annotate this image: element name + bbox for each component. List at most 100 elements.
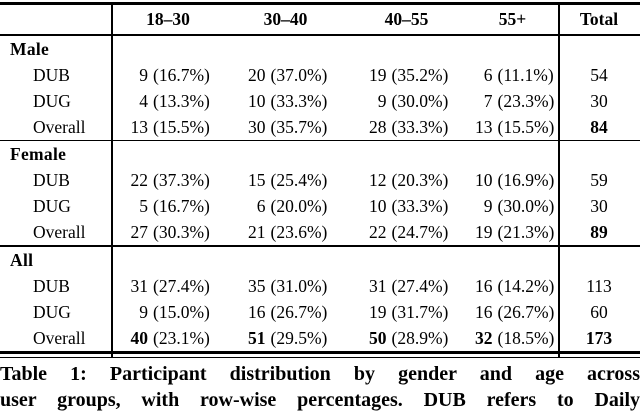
cell-percent: (14.2%) bbox=[497, 275, 555, 296]
cell-count: 4 bbox=[139, 90, 148, 111]
cell-percent: (24.7%) bbox=[391, 222, 449, 243]
empty-cell bbox=[111, 141, 225, 167]
cell-count: 13 bbox=[475, 116, 493, 137]
data-cell: 51 (29.5%) bbox=[225, 325, 346, 351]
cell-count: 13 bbox=[130, 116, 149, 137]
row-label: DUB bbox=[33, 170, 70, 191]
cell-count: 35 bbox=[248, 275, 266, 296]
data-cell: 19 (35.2%) bbox=[346, 62, 467, 88]
cell-count: 9 bbox=[139, 301, 148, 322]
row-total: 173 bbox=[585, 327, 613, 348]
table-row-female-overall: Overall 27 (30.3%) 21 (23.6%) 22 (24.7%) 19 (21.… bbox=[0, 219, 640, 245]
table-vertical-rule-right bbox=[558, 2, 560, 358]
cell-percent: (33.3%) bbox=[391, 196, 449, 217]
cell-count: 16 bbox=[248, 301, 266, 322]
cell-count: 9 bbox=[377, 90, 387, 111]
cell-count: 19 bbox=[369, 64, 387, 85]
data-cell: 50 (28.9%) bbox=[346, 325, 467, 351]
cell-count: 31 bbox=[130, 275, 149, 296]
table-row-all-overall: Overall 40 (23.1%) 51 (29.5%) 50 (28.9%) 32 (18.… bbox=[0, 325, 640, 351]
header-total: Total bbox=[579, 9, 619, 29]
cell-count: 16 bbox=[475, 275, 493, 296]
participant-table: 18–30 30–40 40–55 55+ Total Male DUB 9 (16.… bbox=[0, 2, 640, 359]
cell-percent: (23.3%) bbox=[497, 90, 555, 111]
cell-percent: (29.5%) bbox=[270, 327, 328, 348]
table-caption: Table 1: Participant distribution by gen… bbox=[0, 361, 640, 413]
table-row-male-dug: DUG 4 (13.3%) 10 (33.3%) 9 (30.0%) 7 (23.3%) 30 bbox=[0, 88, 640, 114]
cell-count: 16 bbox=[475, 301, 493, 322]
empty-cell bbox=[225, 141, 346, 167]
section-label: Male bbox=[10, 38, 50, 59]
data-cell: 10 (16.9%) bbox=[467, 167, 558, 193]
cell-count: 5 bbox=[139, 196, 148, 217]
cell-percent: (25.4%) bbox=[270, 170, 328, 191]
row-label: Overall bbox=[33, 222, 86, 243]
cell-percent: (16.7%) bbox=[153, 64, 210, 85]
table-body: Male DUB 9 (16.7%) 20 (37.0%) 19 (35.2%) 6 (11.1%… bbox=[0, 36, 640, 351]
empty-cell bbox=[467, 141, 558, 167]
empty-cell bbox=[467, 247, 558, 273]
data-cell: 6 (11.1%) bbox=[467, 62, 558, 88]
table-bottom-rule-thick bbox=[0, 350, 640, 354]
table-row-all-dug: DUG 9 (15.0%) 16 (26.7%) 19 (31.7%) 16 (26.7%) 60 bbox=[0, 299, 640, 325]
data-cell: 12 (20.3%) bbox=[346, 167, 467, 193]
cell-count: 9 bbox=[483, 196, 493, 217]
data-cell: 31 (27.4%) bbox=[346, 273, 467, 299]
header-age-55-plus: 55+ bbox=[498, 9, 527, 29]
header-corner-cell bbox=[0, 5, 111, 34]
caption-line-2: user groups, with row-wise percentages. … bbox=[0, 389, 640, 412]
table-row-male-dub: DUB 9 (16.7%) 20 (37.0%) 19 (35.2%) 6 (11.1%) 54 bbox=[0, 62, 640, 88]
cell-count: 31 bbox=[369, 275, 387, 296]
cell-percent: (13.3%) bbox=[153, 90, 210, 111]
section-label: Female bbox=[10, 144, 67, 165]
data-cell: 28 (33.3%) bbox=[346, 114, 467, 140]
cell-count: 6 bbox=[256, 196, 266, 217]
section-label-row-male: Male bbox=[0, 36, 640, 62]
section-label: All bbox=[10, 249, 34, 270]
row-total: 30 bbox=[590, 196, 608, 217]
empty-cell bbox=[111, 247, 225, 273]
row-label: DUG bbox=[33, 301, 71, 322]
cell-percent: (30.0%) bbox=[391, 90, 449, 111]
cell-count: 10 bbox=[475, 170, 493, 191]
data-cell: 20 (37.0%) bbox=[225, 62, 346, 88]
data-cell: 16 (26.7%) bbox=[225, 299, 346, 325]
data-cell: 13 (15.5%) bbox=[111, 114, 225, 140]
cell-count: 6 bbox=[483, 64, 493, 85]
cell-percent: (15.0%) bbox=[153, 301, 210, 322]
cell-count: 51 bbox=[248, 327, 266, 348]
empty-cell bbox=[558, 36, 640, 62]
section-divider-rule bbox=[0, 245, 640, 247]
cell-percent: (18.5%) bbox=[497, 327, 555, 348]
cell-percent: (15.5%) bbox=[153, 116, 210, 137]
row-label: DUG bbox=[33, 90, 71, 111]
row-total: 84 bbox=[590, 116, 608, 137]
cell-percent: (37.0%) bbox=[270, 64, 328, 85]
cell-percent: (15.5%) bbox=[497, 116, 555, 137]
table-header-row: 18–30 30–40 40–55 55+ Total bbox=[0, 5, 640, 34]
empty-cell bbox=[346, 141, 467, 167]
cell-percent: (16.7%) bbox=[153, 196, 210, 217]
data-cell: 40 (23.1%) bbox=[111, 325, 225, 351]
table-row-female-dub: DUB 22 (37.3%) 15 (25.4%) 12 (20.3%) 10 (16.9%) 5… bbox=[0, 167, 640, 193]
data-cell: 9 (30.0%) bbox=[346, 88, 467, 114]
cell-count: 19 bbox=[475, 222, 493, 243]
cell-percent: (31.0%) bbox=[270, 275, 328, 296]
cell-percent: (23.1%) bbox=[153, 327, 210, 348]
cell-percent: (16.9%) bbox=[497, 170, 555, 191]
cell-percent: (33.3%) bbox=[391, 116, 449, 137]
cell-count: 9 bbox=[139, 64, 148, 85]
cell-percent: (30.3%) bbox=[153, 222, 210, 243]
empty-cell bbox=[558, 141, 640, 167]
data-cell: 31 (27.4%) bbox=[111, 273, 225, 299]
header-age-30-40: 30–40 bbox=[263, 9, 308, 29]
cell-count: 10 bbox=[248, 90, 266, 111]
data-cell: 15 (25.4%) bbox=[225, 167, 346, 193]
cell-count: 22 bbox=[130, 170, 149, 191]
table-row-female-dug: DUG 5 (16.7%) 6 (20.0%) 10 (33.3%) 9 (30.0%) 30 bbox=[0, 193, 640, 219]
cell-percent: (23.6%) bbox=[270, 222, 328, 243]
row-total: 30 bbox=[590, 90, 608, 111]
table-row-all-dub: DUB 31 (27.4%) 35 (31.0%) 31 (27.4%) 16 (14.2%) 1… bbox=[0, 273, 640, 299]
cell-count: 7 bbox=[483, 90, 493, 111]
